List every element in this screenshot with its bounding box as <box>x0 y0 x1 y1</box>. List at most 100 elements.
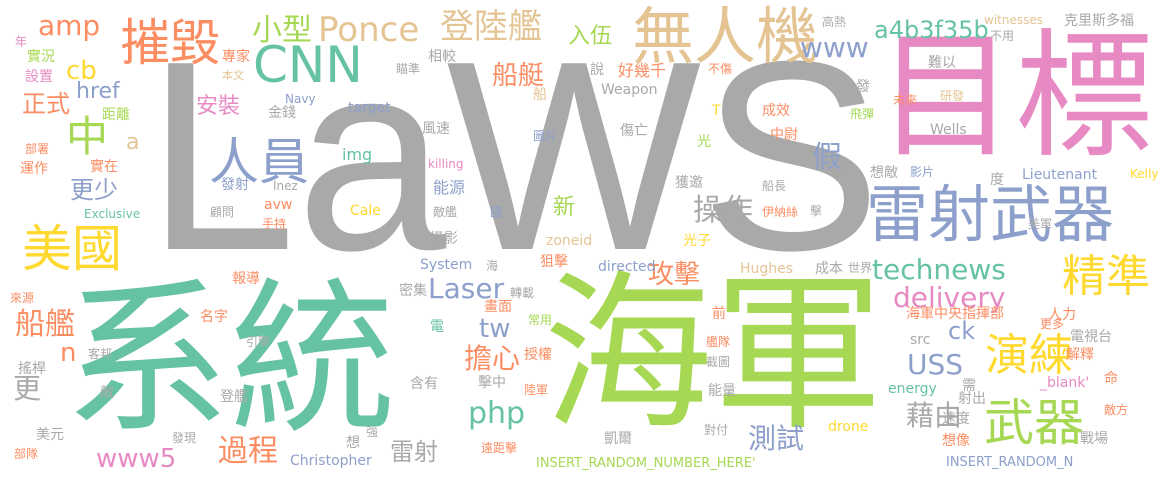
word-wuqi: 武器 <box>984 394 1084 452</box>
word-weilai: 未來 <box>893 93 918 107</box>
word-yinasi: 伊納絲 <box>762 205 799 219</box>
word-amp: amp <box>38 9 101 42</box>
word-zhengshi: 正式 <box>22 90 70 118</box>
word-duifu: 對付 <box>704 423 729 437</box>
word-leishe: 雷射 <box>390 438 438 466</box>
word-avw: avw <box>264 197 293 213</box>
word-inez: Inez <box>273 179 298 193</box>
word-gengshao: 更少 <box>70 176 118 204</box>
word-drone: drone <box>828 419 869 435</box>
word-yunzuo: 運作 <box>20 161 48 177</box>
word-anzhuang: 安裝 <box>196 94 241 119</box>
word-meijun: 美軍 <box>1028 217 1053 231</box>
word-xitong: 系統 <box>64 264 396 457</box>
word-wurenji: 無人機 <box>632 0 819 73</box>
word-xiaoxing: 小型 <box>252 13 312 48</box>
word-christopher: Christopher <box>290 453 372 469</box>
word-t: T <box>712 103 721 119</box>
word-sheying: 攝影 <box>430 231 458 247</box>
word-zhong: 中 <box>66 112 109 161</box>
word-ck: ck <box>948 317 976 345</box>
word-www: www <box>800 31 869 64</box>
word-jingzhun: 精準 <box>1062 251 1150 302</box>
word-zhuanjia: 專家 <box>222 49 250 65</box>
word-chuanting: 船艇 <box>492 61 545 91</box>
word-dengjian: 登艦 <box>220 389 248 405</box>
word-nian: 年 <box>15 35 28 49</box>
word-guang: 光 <box>697 134 711 150</box>
word-zhongwei: 中尉 <box>770 127 798 143</box>
word-shezhi: 設置 <box>25 69 53 85</box>
word-feidan: 飛彈 <box>850 107 875 121</box>
word-directed: directed <box>598 259 656 275</box>
word-kelly: Kelly <box>1130 167 1159 181</box>
word-gaore: 高熱 <box>822 15 847 29</box>
word-chengben: 成本 <box>815 261 843 277</box>
word-cb: cb <box>66 56 97 86</box>
word-www5: www5 <box>96 444 177 474</box>
word-shouchi: 手持 <box>262 217 287 231</box>
word-cnn: CNN <box>253 36 363 94</box>
word-xiangxiang: 想像 <box>942 433 970 449</box>
word-hanyou: 含有 <box>410 376 438 392</box>
word-xu: 需 <box>962 378 976 394</box>
word-huamian: 畫面 <box>484 299 512 315</box>
word-dian: 電 <box>430 319 444 335</box>
word-guo: 國 <box>490 205 503 219</box>
word-yuanjuji: 遠距擊 <box>481 441 518 455</box>
word-fengsu: 風速 <box>422 121 450 137</box>
word-lujun: 陸軍 <box>524 383 549 397</box>
word-guocheng: 過程 <box>218 434 278 469</box>
word-wells: Wells <box>930 122 967 138</box>
word-juli: 距離 <box>102 107 130 123</box>
word-shuo: 說 <box>590 62 604 78</box>
word-kaier: 凱爾 <box>604 431 632 447</box>
word-hai: 海 <box>486 259 499 273</box>
word-dijian: 敵艦 <box>433 205 458 219</box>
word-shijie: 世界 <box>848 261 873 275</box>
word-a: a <box>126 130 140 155</box>
word-killing: killing <box>428 157 464 171</box>
word-xiangdi: 想敵 <box>870 165 898 181</box>
word-lieutenant: Lieutenant <box>1022 167 1098 183</box>
word-ruwu: 入伍 <box>568 24 613 49</box>
word-fashe: 發射 <box>221 177 249 193</box>
word-kebang: 客邦 <box>88 347 113 361</box>
word-di: 敵 <box>100 385 114 401</box>
word-hash: a4b3f35b <box>874 16 989 44</box>
word-jieyou: 藉由 <box>906 399 963 432</box>
word-target: target <box>348 100 391 116</box>
word-shechu: 射出 <box>958 391 986 407</box>
word-xin: 新 <box>553 195 576 220</box>
word-zhihuibu: 海軍中央指揮部 <box>906 306 1004 322</box>
word-jizhong: 擊中 <box>478 375 506 391</box>
word-ji: 擊 <box>810 204 823 218</box>
word-zhanchang: 戰場 <box>1080 431 1108 447</box>
word-haojiqian: 好幾千 <box>618 61 667 80</box>
word-difang: 敵方 <box>1104 403 1129 417</box>
word-hughes: Hughes <box>740 261 794 277</box>
word-chuanjian: 船艦 <box>15 307 75 342</box>
word-nengyuan: 能源 <box>433 178 466 197</box>
word-qiang: 強 <box>366 425 379 439</box>
word-laiyuan: 來源 <box>10 291 35 305</box>
word-miji: 密集 <box>399 283 427 299</box>
word-tupian: 圖片 <box>533 129 558 143</box>
word-technews: technews <box>872 253 1006 286</box>
word-exclusive: Exclusive <box>84 207 141 221</box>
word-insert-full: INSERT_RANDOM_NUMBER_HERE' <box>536 456 756 471</box>
word-juji: 狙擊 <box>540 254 568 270</box>
word-ming: 命 <box>1104 371 1118 387</box>
word-gongji: 攻擊 <box>648 260 701 290</box>
word-buyong: 不用 <box>990 29 1015 43</box>
word-ceshi: 測試 <box>748 422 805 455</box>
word-cale: Cale <box>350 203 381 219</box>
word-dianshitai: 電視台 <box>1070 329 1112 345</box>
word-jinqian: 金錢 <box>268 105 296 121</box>
word-n: n <box>60 338 77 368</box>
word-system: System <box>420 257 473 273</box>
word-gengduo: 更多 <box>1040 317 1065 331</box>
word-shizai: 實在 <box>90 159 118 175</box>
word-ponce: Ponce <box>318 10 420 50</box>
word-weapon: Weapon <box>601 82 658 98</box>
